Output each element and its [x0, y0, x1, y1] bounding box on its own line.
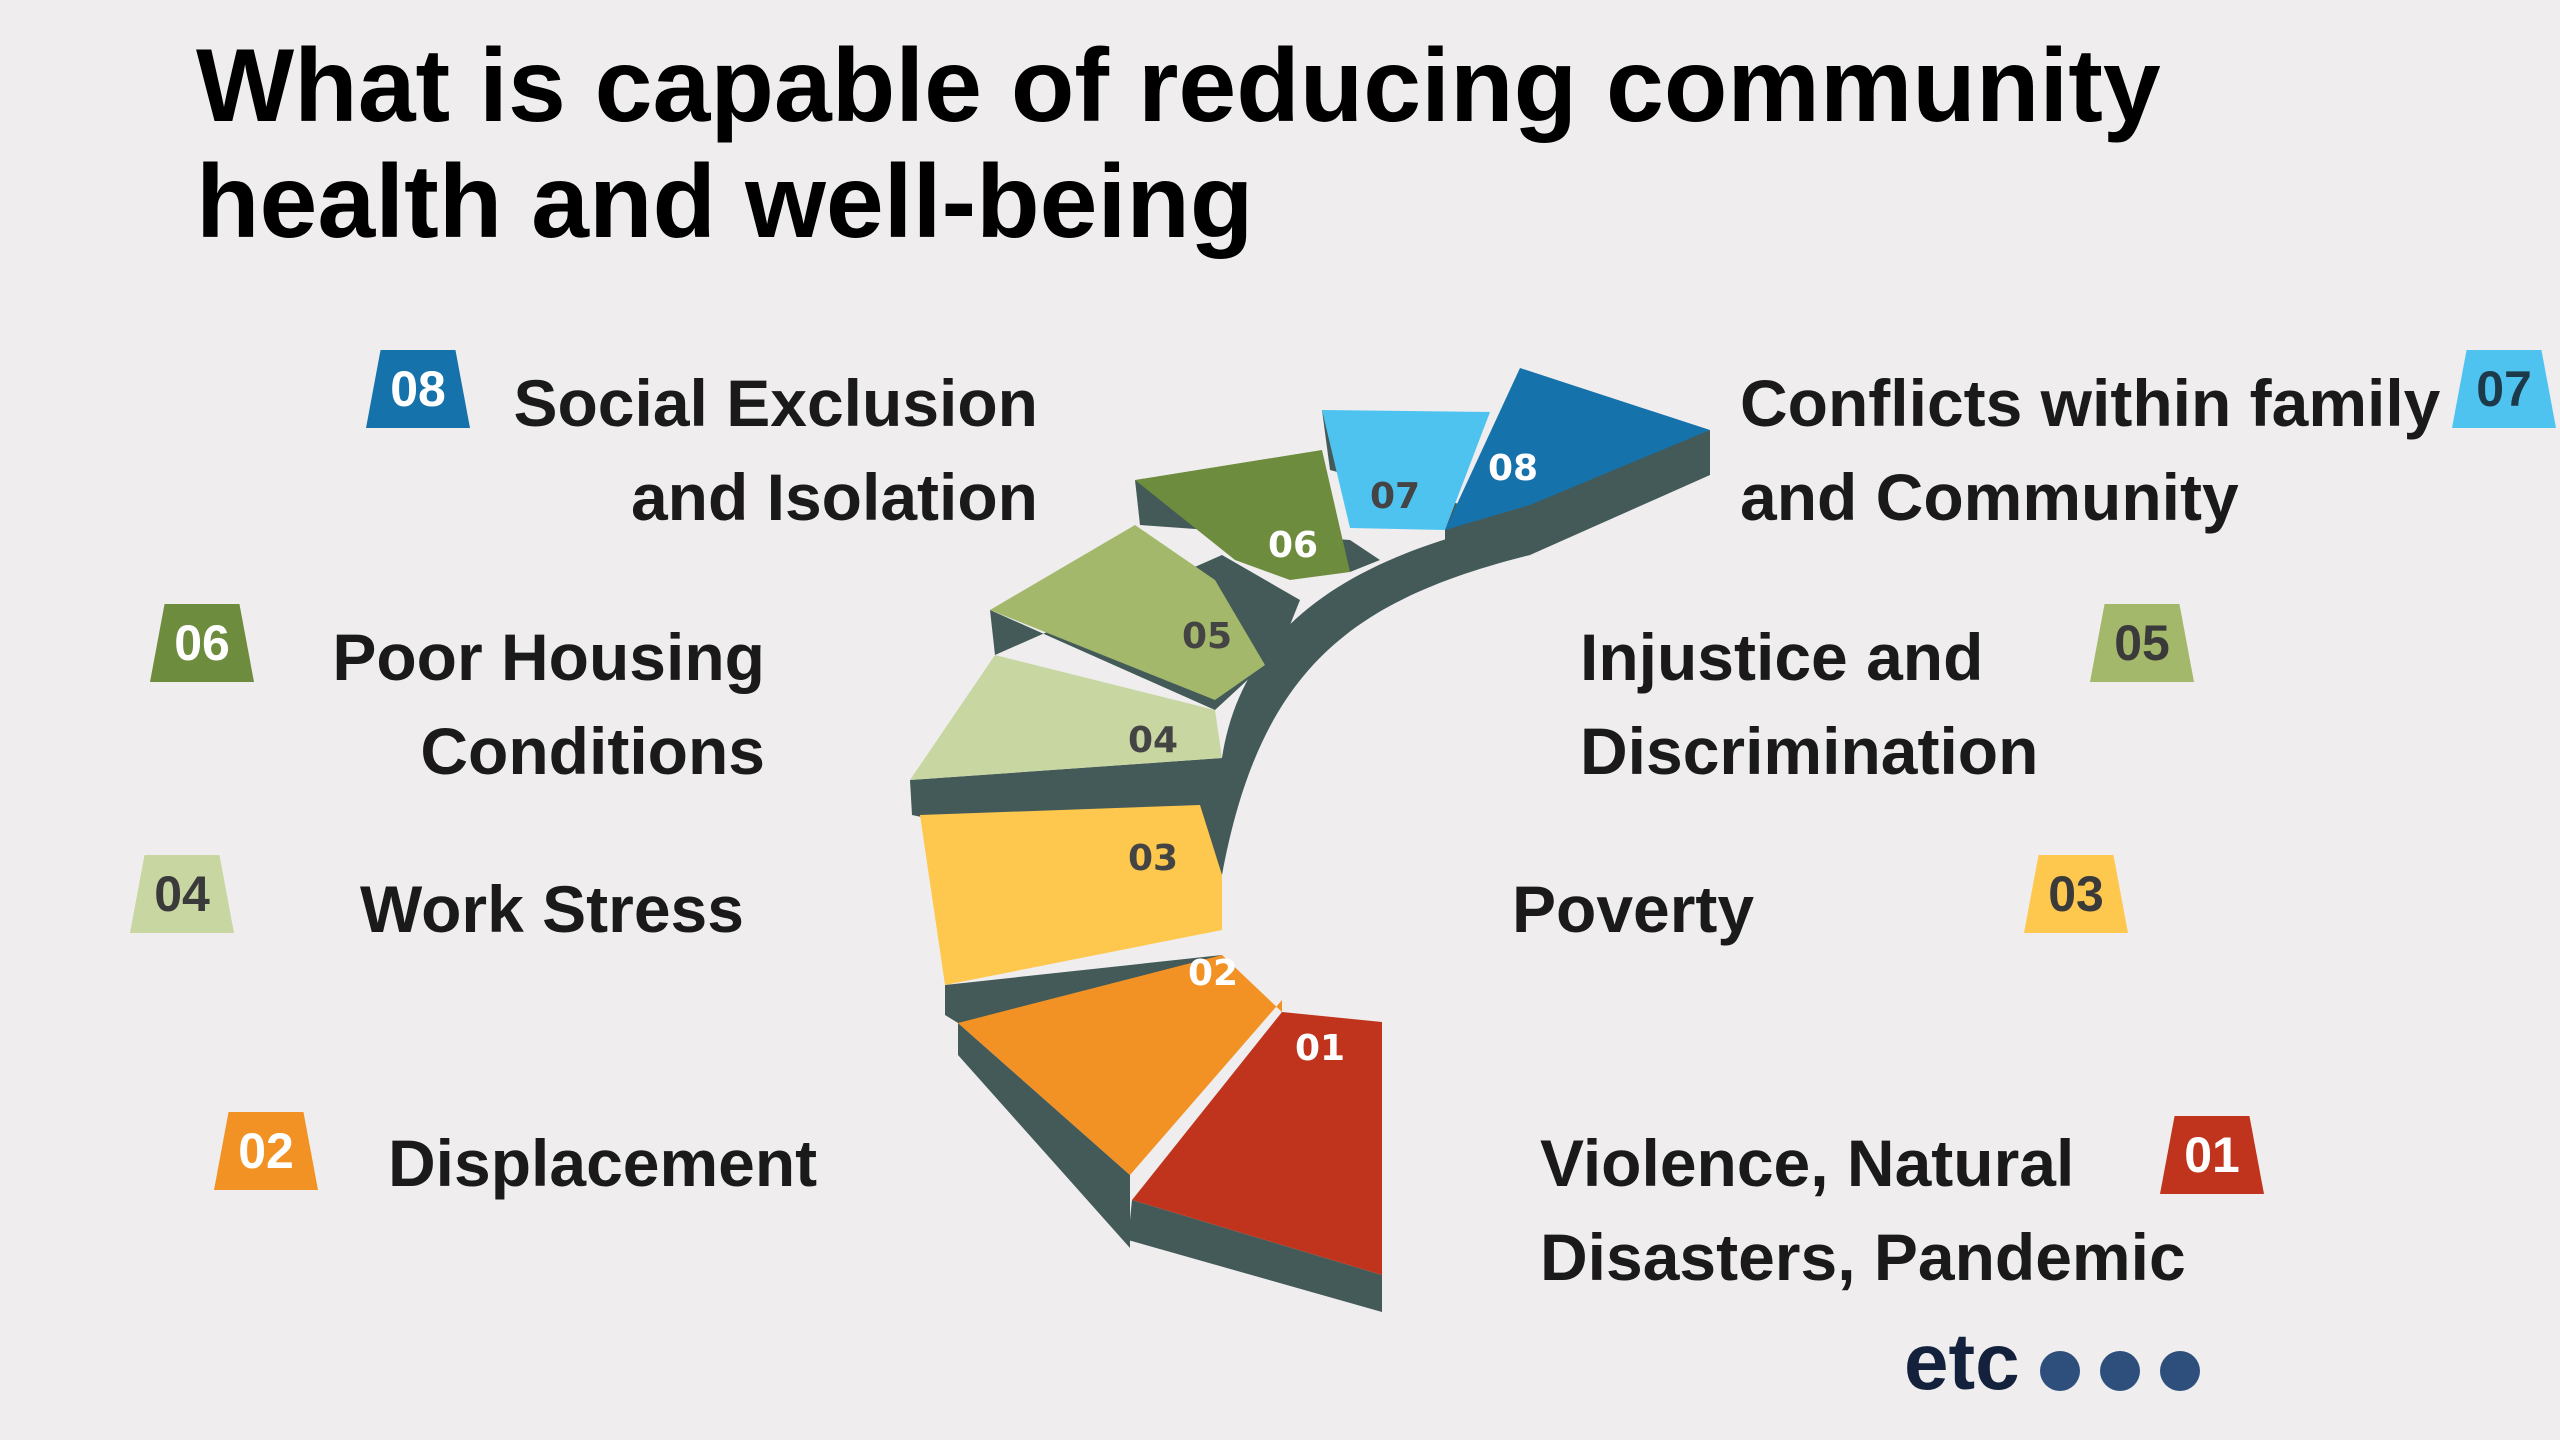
badge-02: 02 [214, 1112, 318, 1190]
step-label-07: 07 [1370, 476, 1420, 517]
factor-02-line-1: Displacement [388, 1126, 818, 1200]
step-label-01: 01 [1295, 1028, 1345, 1069]
badge-03-number: 03 [2048, 866, 2104, 922]
logo-dot-3 [2159, 1351, 2200, 1391]
factor-04-line-1: Work Stress [360, 872, 744, 946]
badge-05-number: 05 [2114, 615, 2170, 671]
etc-logo: etc [1904, 1322, 2200, 1402]
logo-dot-2 [2099, 1351, 2140, 1391]
factor-01-line-2: Disasters, Pandemic [1540, 1220, 2186, 1294]
factor-03-label: Poverty [1512, 862, 1754, 956]
badge-05: 05 [2090, 604, 2194, 682]
step-top-2 [958, 955, 1282, 1175]
badge-06-number: 06 [174, 615, 230, 671]
title-line-1: What is capable of reducing community [196, 28, 2161, 144]
factor-05-line-1: Injustice and [1580, 620, 1984, 694]
factor-08-line-2: and Isolation [630, 460, 1038, 534]
stair-side-2 [958, 1023, 1130, 1248]
badge-07-number: 07 [2476, 361, 2532, 417]
factor-05-label: Injustice and Discrimination [1580, 610, 2038, 798]
factor-07-line-1: Conflicts within family [1740, 366, 2441, 440]
badge-08-number: 08 [390, 361, 446, 417]
step-label-03: 03 [1128, 838, 1178, 879]
step-label-04: 04 [1128, 720, 1178, 761]
title-line-2: health and well-being [196, 144, 1254, 260]
badge-07: 07 [2452, 350, 2556, 428]
stair-side-1 [1128, 1200, 1382, 1312]
badge-06: 06 [150, 604, 254, 682]
factor-03-line-1: Poverty [1512, 872, 1755, 946]
step-top-4 [910, 655, 1222, 780]
badge-08: 08 [366, 350, 470, 428]
step-label-08: 08 [1488, 448, 1538, 489]
logo-text: etc [1904, 1317, 2020, 1406]
stair-spine [1222, 520, 1530, 875]
stair-side-3 [945, 955, 1222, 1023]
step-top-3 [920, 805, 1222, 985]
badge-02-number: 02 [238, 1123, 294, 1179]
factor-05-line-2: Discrimination [1580, 714, 2039, 788]
step-label-02: 02 [1188, 953, 1238, 994]
badge-01-number: 01 [2184, 1127, 2240, 1183]
factor-06-line-1: Poor Housing [332, 620, 765, 694]
badge-04-number: 04 [154, 866, 210, 922]
factor-02-label: Displacement [388, 1116, 817, 1210]
badge-03: 03 [2024, 855, 2128, 933]
badge-04: 04 [130, 855, 234, 933]
step-top-7 [1322, 410, 1490, 530]
logo-dot-1 [2039, 1351, 2080, 1391]
factor-08-label: Social Exclusion and Isolation [513, 356, 1038, 544]
factor-07-line-2: and Community [1740, 460, 2239, 534]
factor-08-line-1: Social Exclusion [513, 366, 1038, 440]
step-top-1 [1132, 1012, 1382, 1275]
step-label-06: 06 [1268, 525, 1318, 566]
factor-06-line-2: Conditions [420, 714, 765, 788]
badge-01: 01 [2160, 1116, 2264, 1194]
step-top-5 [990, 525, 1265, 700]
factor-01-line-1: Violence, Natural [1540, 1126, 2075, 1200]
step-label-05: 05 [1182, 616, 1232, 657]
factor-06-label: Poor Housing Conditions [332, 610, 765, 798]
step-top-8 [1445, 368, 1710, 530]
factor-04-label: Work Stress [360, 862, 744, 956]
factor-01-label: Violence, Natural Disasters, Pandemic [1540, 1116, 2186, 1304]
step-top-6 [1135, 450, 1350, 580]
page-title: What is capable of reducing community he… [196, 28, 2161, 260]
factor-07-label: Conflicts within family and Community [1740, 356, 2440, 544]
